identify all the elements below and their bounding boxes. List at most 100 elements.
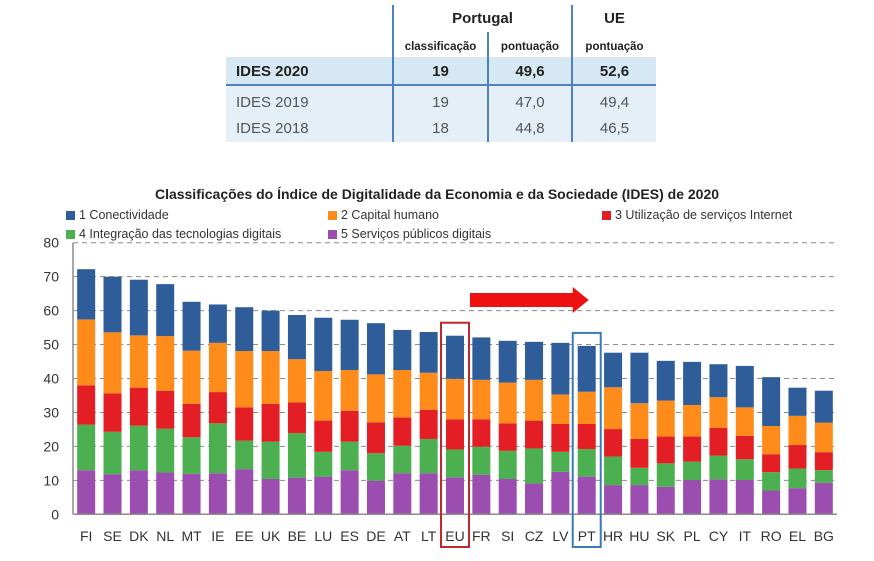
bar-segment-mt [182, 437, 201, 474]
bar-segment-sk [656, 360, 675, 401]
y-tick-label: 70 [43, 269, 59, 285]
bar-segment-si [498, 423, 517, 451]
bar-segment-fi [77, 269, 96, 320]
y-tick-label: 40 [43, 371, 59, 387]
x-tick-label: IT [739, 528, 752, 544]
bar-segment-hr [604, 485, 623, 515]
bar-segment-de [366, 422, 385, 454]
bar-segment-uk [261, 478, 280, 515]
bar-segment-dk [129, 470, 148, 515]
bar-segment-bg [814, 452, 833, 471]
bar-segment-es [340, 370, 359, 411]
bar-segment-pt [577, 423, 596, 450]
bar-segment-nl [156, 390, 175, 429]
y-tick-label: 20 [43, 438, 59, 454]
chart-title: Classificações do Índice de Digitalidade… [154, 186, 720, 202]
subheader-pt-rank: classificação [404, 41, 477, 53]
bar-segment-se [103, 431, 122, 475]
x-tick-label: EU [445, 528, 464, 544]
y-tick-label: 80 [43, 235, 59, 251]
bar-segment-bg [814, 390, 833, 423]
bar-segment-pl [683, 436, 702, 462]
x-tick-label: NL [156, 528, 174, 544]
bar-segment-it [735, 459, 754, 481]
bar-segment-se [103, 393, 122, 432]
bar-segment-sk [656, 486, 675, 515]
subheader-pt-score: pontuação [500, 41, 560, 53]
x-tick-label: DE [366, 528, 385, 544]
bar-segment-lv [551, 342, 570, 395]
bar-segment-lu [314, 476, 333, 515]
bar-segment-lt [419, 331, 438, 373]
x-tick-label: PL [684, 528, 701, 544]
bar-segment-es [340, 319, 359, 371]
bar-segment-hu [630, 352, 649, 404]
bar-segment-hr [604, 352, 623, 388]
bar-segment-ee [235, 307, 254, 352]
legend-swatch [66, 229, 75, 239]
row-2020-background [226, 57, 656, 85]
table-divider [487, 32, 489, 142]
bar-segment-pl [683, 480, 702, 515]
bar-segment-at [393, 445, 412, 474]
highlight-box-pt [571, 331, 602, 548]
bar-segment-dk [129, 425, 148, 471]
bar-segment-nl [156, 428, 175, 473]
bar-segment-pl [683, 361, 702, 405]
cell-pt-score-2020: 49,6 [515, 63, 545, 80]
bar-segment-cz [525, 379, 544, 421]
bar-segment-el [788, 445, 807, 469]
bar-segment-lt [419, 473, 438, 515]
bar-segment-ie [208, 392, 227, 424]
bar-segment-de [366, 323, 385, 375]
bar-segment-hr [604, 456, 623, 486]
legend-label: 4 Integração das tecnologias digitais [79, 227, 282, 241]
bar-segment-ie [208, 423, 227, 474]
bar-segment-nl [156, 336, 175, 391]
x-tick-label: BG [814, 528, 834, 544]
bar-segment-mt [182, 473, 201, 515]
y-tick-label: 10 [43, 472, 59, 488]
bar-segment-lv [551, 451, 570, 472]
bar-segment-sk [656, 400, 675, 437]
bar-segment-ee [235, 351, 254, 408]
row-label-2020: IDES 2020 [236, 63, 309, 80]
table-divider [392, 5, 394, 142]
bar-segment-de [366, 480, 385, 515]
bar-segment-lt [419, 409, 438, 439]
bar-segment-lv [551, 423, 570, 452]
y-tick-label: 30 [43, 404, 59, 420]
bar-segment-cy [709, 427, 728, 456]
bar-segment-it [735, 480, 754, 515]
legend-item-conectividade: 1 Conectividade [66, 208, 169, 222]
x-tick-label: CZ [525, 528, 544, 544]
bar-segment-pt [577, 345, 596, 392]
bar-segment-lu [314, 317, 333, 372]
bar-segment-it [735, 435, 754, 460]
row-label-2018: IDES 2018 [236, 120, 309, 137]
bar-segment-ie [208, 473, 227, 515]
cell-eu-score-2020: 52,6 [599, 63, 630, 80]
bar-segment-mt [182, 350, 201, 404]
bar-segment-at [393, 370, 412, 418]
x-tick-label: LT [421, 528, 437, 544]
bar-segment-fr [472, 419, 491, 447]
x-tick-label: ES [340, 528, 359, 544]
x-tick-label: RO [761, 528, 782, 544]
bar-segment-eu [446, 335, 464, 379]
bar-segment-sk [656, 436, 675, 464]
x-tick-label: LV [552, 528, 569, 544]
bar-segment-fi [77, 424, 96, 471]
bar-segment-lu [314, 451, 333, 477]
legend-swatch [602, 210, 611, 220]
bar-segment-el [788, 468, 807, 489]
x-tick-label: CY [709, 528, 729, 544]
bar-segment-be [287, 402, 306, 434]
bar-segment-it [735, 365, 754, 408]
bar-segment-hr [604, 387, 623, 430]
bar-segment-mt [182, 403, 201, 438]
bar-segment-at [393, 329, 412, 371]
bar-segment-es [340, 470, 359, 515]
bar-segment-se [103, 474, 122, 515]
